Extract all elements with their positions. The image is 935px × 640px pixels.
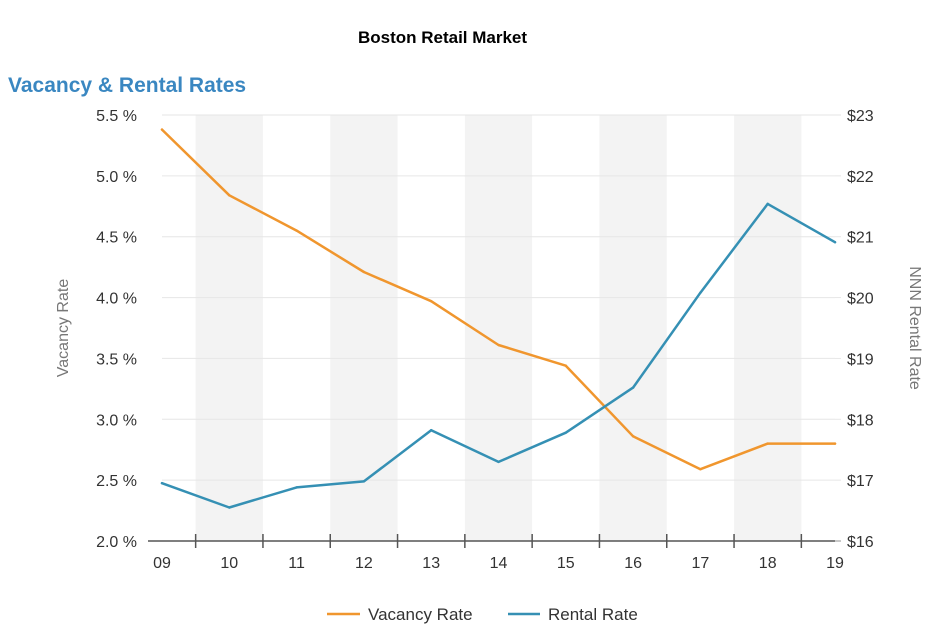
y-axis-right-label: NNN Rental Rate bbox=[906, 266, 923, 390]
y-left-tick-label: 4.5 % bbox=[96, 230, 137, 247]
x-tick-label: 12 bbox=[355, 555, 373, 572]
rental-point[interactable] bbox=[160, 481, 164, 485]
x-tick-label: 18 bbox=[759, 555, 777, 572]
vacancy-point[interactable] bbox=[833, 442, 837, 445]
x-tick-label: 09 bbox=[153, 555, 171, 572]
legend-rental-label[interactable]: Rental Rate bbox=[548, 605, 638, 624]
vacancy-point[interactable] bbox=[295, 229, 298, 232]
rental-point[interactable] bbox=[631, 386, 635, 389]
page-title: Boston Retail Market bbox=[357, 28, 528, 47]
y-right-tick-label: $23 bbox=[847, 108, 874, 125]
rental-point[interactable] bbox=[362, 480, 366, 483]
x-tick-label: 15 bbox=[557, 555, 575, 572]
x-tick-label: 17 bbox=[692, 555, 710, 572]
y-right-tick-label: $18 bbox=[847, 412, 874, 429]
y-left-tick-label: 5.0 % bbox=[96, 169, 137, 186]
y-left-tick-label: 3.5 % bbox=[96, 351, 137, 368]
rental-point[interactable] bbox=[295, 486, 298, 489]
x-tick-label: 14 bbox=[490, 555, 508, 572]
band-16 bbox=[599, 115, 667, 541]
vacancy-point[interactable] bbox=[430, 300, 433, 303]
y-left-tick-label: 2.5 % bbox=[96, 473, 137, 490]
y-right-tick-label: $17 bbox=[847, 473, 874, 490]
y-axis-left-label: Vacancy Rate bbox=[55, 279, 72, 378]
rental-point[interactable] bbox=[833, 240, 837, 244]
legend-vacancy-label[interactable]: Vacancy Rate bbox=[368, 605, 473, 624]
y-left-tick-label: 3.0 % bbox=[96, 412, 137, 429]
y-left-tick-label: 4.0 % bbox=[96, 291, 137, 308]
vacancy-point[interactable] bbox=[362, 270, 366, 274]
y-right-tick-label: $16 bbox=[847, 534, 874, 551]
vacancy-point[interactable] bbox=[631, 435, 635, 438]
y-left-tick-label: 5.5 % bbox=[96, 108, 137, 125]
x-tick-label: 11 bbox=[288, 555, 305, 572]
vacancy-point[interactable] bbox=[497, 343, 500, 347]
x-tick-label: 10 bbox=[220, 555, 238, 572]
y-left-tick-label: 2.0 % bbox=[96, 534, 137, 551]
band-12 bbox=[330, 115, 398, 541]
vacancy-point[interactable] bbox=[228, 194, 231, 197]
y-right-tick-label: $22 bbox=[847, 169, 874, 186]
band-10 bbox=[195, 115, 263, 541]
x-tick-label: 19 bbox=[826, 555, 844, 572]
x-tick-label: 16 bbox=[624, 555, 642, 572]
x-tick-label: 13 bbox=[422, 555, 440, 572]
rental-point[interactable] bbox=[430, 429, 433, 432]
vacancy-point[interactable] bbox=[699, 467, 702, 471]
vacancy-point[interactable] bbox=[160, 128, 164, 131]
y-right-tick-label: $19 bbox=[847, 351, 874, 368]
legend: Vacancy Rate Rental Rate bbox=[327, 605, 638, 624]
rental-point[interactable] bbox=[564, 431, 567, 434]
band-18 bbox=[734, 115, 802, 541]
rental-point[interactable] bbox=[766, 202, 769, 206]
band-14 bbox=[464, 115, 533, 541]
rental-point[interactable] bbox=[497, 460, 500, 464]
y-right-tick-label: $20 bbox=[847, 291, 874, 308]
y-right-tick-label: $21 bbox=[847, 230, 874, 247]
vacancy-point[interactable] bbox=[766, 442, 769, 445]
rental-point[interactable] bbox=[228, 506, 231, 509]
chart-title: Vacancy & Rental Rates bbox=[8, 74, 247, 97]
vacancy-point[interactable] bbox=[564, 364, 567, 367]
rental-point[interactable] bbox=[699, 291, 702, 294]
